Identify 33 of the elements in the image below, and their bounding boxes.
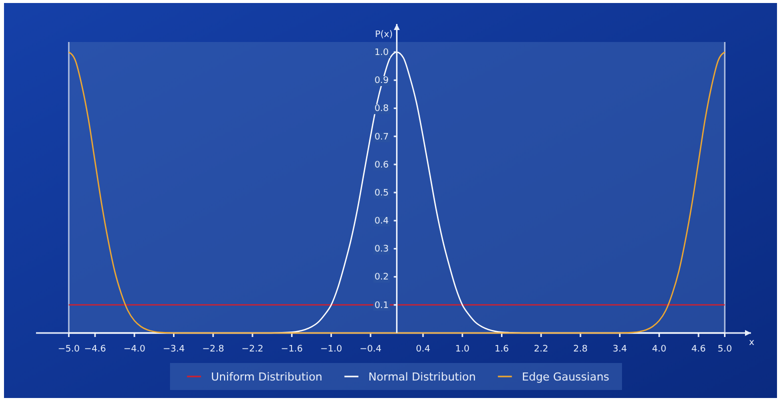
y-tick-label: 0.7	[374, 132, 389, 142]
y-tick-label: 0.9	[374, 76, 390, 86]
x-tick-label: −1.0	[320, 344, 342, 354]
x-tick-label: 1.0	[455, 344, 470, 354]
x-tick-label: 3.4	[612, 344, 628, 354]
y-tick-label: 0.2	[374, 272, 389, 283]
x-tick-label: −4.0	[123, 344, 146, 354]
x-tick-label: 2.8	[573, 344, 588, 354]
legend-label: Edge Gaussians	[522, 370, 610, 384]
y-tick-label: 0.5	[374, 188, 389, 198]
x-tick-label: −5.0	[58, 344, 80, 354]
y-axis-title: P(x)	[375, 30, 393, 40]
x-tick-label: −2.2	[242, 344, 264, 354]
y-tick-label: 0.8	[374, 104, 390, 114]
x-tick-label: −0.4	[360, 344, 382, 354]
legend-label: Normal Distribution	[368, 370, 476, 384]
y-tick-label: 1.0	[374, 48, 390, 58]
x-tick-label: −1.6	[280, 344, 304, 354]
x-tick-label: 4.6	[691, 344, 706, 354]
x-tick-label: 2.2	[534, 344, 548, 354]
x-axis-title: x	[749, 338, 755, 348]
x-tick-label: 5.0	[718, 344, 732, 354]
x-tick-label: −4.6	[84, 344, 106, 354]
x-tick-label: 0.4	[416, 344, 430, 354]
x-tick-label: −3.4	[162, 344, 185, 354]
x-tick-label: −2.8	[202, 344, 224, 354]
x-tick-label: 4.0	[652, 344, 667, 354]
legend-label: Uniform Distribution	[211, 370, 322, 384]
y-tick-label: 0.1	[374, 300, 389, 311]
y-tick-label: 0.4	[374, 216, 390, 227]
x-tick-label: 1.6	[494, 344, 510, 354]
y-tick-label: 0.3	[374, 244, 389, 255]
y-tick-label: 0.6	[374, 160, 390, 170]
